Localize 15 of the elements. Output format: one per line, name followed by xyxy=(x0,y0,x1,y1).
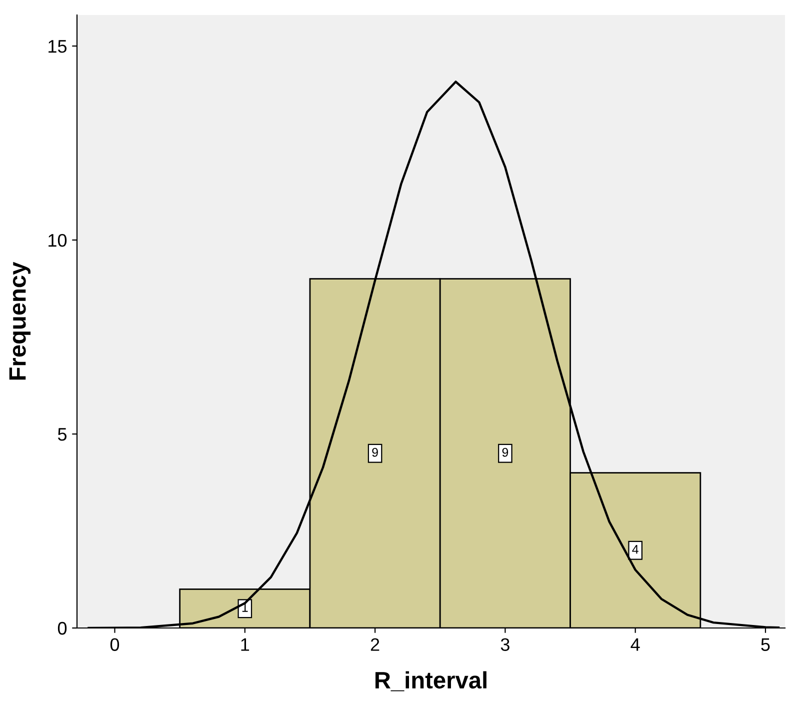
x-tick-label: 3 xyxy=(500,638,510,651)
data-label: 9 xyxy=(502,448,508,457)
x-axis-title: R_interval xyxy=(375,671,486,692)
x-tick-label: 2 xyxy=(370,638,380,651)
y-tick-label: 10 xyxy=(48,234,67,247)
y-axis-title: Frequency xyxy=(9,262,31,380)
data-label: 9 xyxy=(372,448,378,457)
y-tick-label: 15 xyxy=(48,40,67,53)
data-label: 4 xyxy=(632,545,638,554)
y-tick-label: 5 xyxy=(58,428,67,441)
x-tick-label: 4 xyxy=(630,638,640,651)
y-tick-label: 0 xyxy=(58,622,67,635)
x-tick-label: 1 xyxy=(241,638,250,651)
x-tick-label: 0 xyxy=(110,638,120,651)
x-tick-label: 5 xyxy=(761,638,770,651)
